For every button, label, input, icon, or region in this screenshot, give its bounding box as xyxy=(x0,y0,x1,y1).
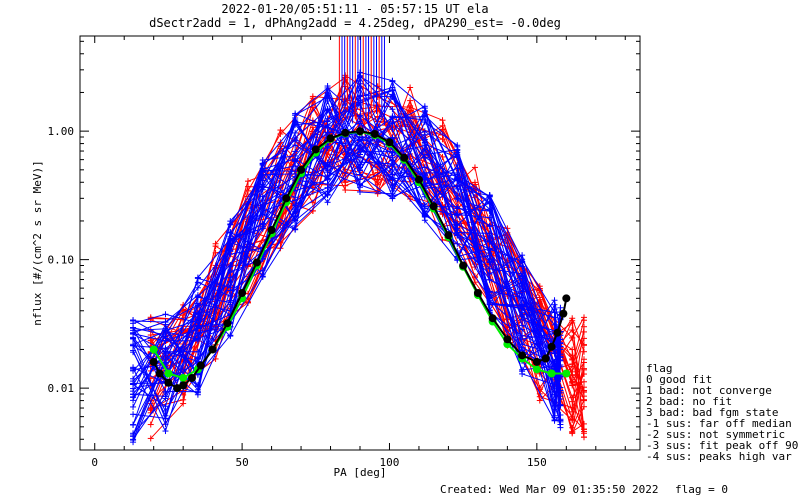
fit-point xyxy=(547,342,556,351)
fit-point xyxy=(356,127,364,136)
fit-point xyxy=(562,294,571,303)
x-tick-label: 50 xyxy=(235,456,248,469)
fit-point xyxy=(547,369,556,378)
fit-point xyxy=(179,373,188,382)
fit-point xyxy=(370,129,379,138)
fit-point xyxy=(414,175,423,184)
fit-point xyxy=(149,345,158,354)
fit-point xyxy=(553,328,562,337)
fit-point xyxy=(429,202,438,211)
fit-point xyxy=(326,134,335,143)
flag-legend: flag 0 good fit 1 bad: not converge 2 ba… xyxy=(646,362,798,463)
x-axis-label: PA [deg] xyxy=(334,466,387,479)
fit-point xyxy=(164,369,173,378)
created-timestamp: Created: Wed Mar 09 01:35:50 2022 xyxy=(440,483,659,496)
flag-status: flag = 0 xyxy=(675,483,728,496)
x-tick-label: 0 xyxy=(91,456,98,469)
fit-point xyxy=(155,369,164,378)
measurement-trace xyxy=(132,93,561,433)
legend-item: 0 good fit xyxy=(646,373,712,386)
y-tick-label: 0.01 xyxy=(48,382,75,395)
axes: 0 50 100 150 0.01 0.10 1.00 xyxy=(48,36,640,469)
fit-point xyxy=(164,378,173,387)
y-tick-label: 1.00 xyxy=(48,125,75,138)
fit-point xyxy=(562,369,571,378)
legend-item: -1 sus: far off median xyxy=(646,417,792,430)
y-tick-label: 0.10 xyxy=(48,254,75,267)
legend-item: 1 bad: not converge xyxy=(646,384,772,397)
fit-point xyxy=(188,373,196,382)
fit-point xyxy=(196,361,205,370)
fit-point xyxy=(532,365,541,374)
fit-point xyxy=(223,319,232,328)
legend-item: 2 bad: no fit xyxy=(646,395,732,408)
fit-point xyxy=(473,288,482,297)
chart-title: 2022-01-20/05:51:11 - 05:57:15 UT ela xyxy=(221,2,488,16)
legend-item: -2 sus: not symmetric xyxy=(646,428,785,441)
fit-point xyxy=(400,153,409,162)
fit-point xyxy=(444,231,453,240)
fit-point xyxy=(341,128,350,137)
fit-point xyxy=(179,381,188,390)
x-tick-label: 100 xyxy=(380,456,400,469)
x-tick-label: 150 xyxy=(527,456,547,469)
legend-item: -3 sus: fit peak off 90 xyxy=(646,439,798,452)
trace-layer xyxy=(130,36,587,446)
fit-point xyxy=(149,357,158,366)
fit-point xyxy=(282,194,291,203)
fit-point xyxy=(559,309,568,318)
fit-point xyxy=(238,288,247,297)
fit-point xyxy=(208,345,217,354)
legend-item: 3 bad: bad fgm state xyxy=(646,406,778,419)
y-axis-label: nflux [#/(cm^2 s sr MeV)] xyxy=(31,160,44,326)
fit-layer xyxy=(149,127,571,393)
fit-point xyxy=(252,258,261,267)
fit-point xyxy=(385,138,394,147)
chart-subtitle: dSectr2add = 1, dPhAng2add = 4.25deg, dP… xyxy=(149,16,561,30)
trace-markers xyxy=(130,93,564,383)
fit-point xyxy=(311,145,320,154)
fit-point xyxy=(541,354,550,363)
fit-point xyxy=(267,226,276,235)
fit-point xyxy=(503,335,512,344)
fit-point xyxy=(297,165,306,174)
legend-title: flag xyxy=(646,362,673,375)
legend-item: -4 sus: peaks high var xyxy=(646,450,792,463)
fit-point xyxy=(532,357,541,366)
fit-point xyxy=(488,314,497,323)
fit-point xyxy=(459,261,468,270)
fit-point xyxy=(518,351,527,360)
